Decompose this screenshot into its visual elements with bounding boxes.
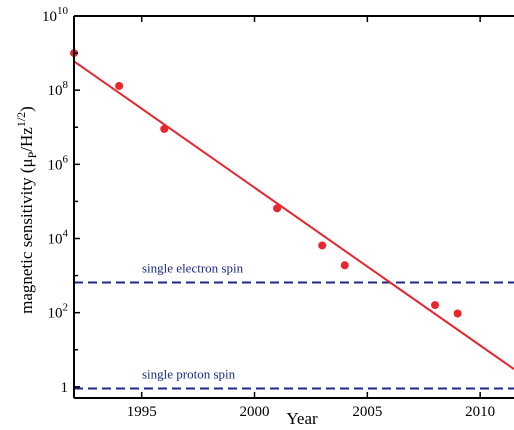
y-tick-label-base: 10 <box>48 157 63 173</box>
y-tick-label-0: 1 <box>61 380 69 396</box>
axes <box>73 15 514 399</box>
trend-line-group <box>73 60 514 370</box>
y-tick-label-base: 1 <box>61 380 69 396</box>
data-point-3 <box>273 204 282 213</box>
y-tick-label-exponent: 2 <box>63 302 69 314</box>
reference-label-1: single proton spin <box>142 367 236 382</box>
y-axis-title-sup: 1/2 <box>14 112 28 127</box>
y-tick-label-base: 10 <box>42 9 57 25</box>
data-point-6 <box>431 301 440 310</box>
y-tick-label-4: 108 <box>48 79 69 99</box>
y-axis-title-main: magnetic sensitivity (μ <box>17 158 36 313</box>
y-tick-label-3: 106 <box>48 153 69 173</box>
data-point-7 <box>453 309 462 318</box>
reference-label-0: single electron spin <box>142 261 244 276</box>
y-tick-label-2: 104 <box>48 228 69 248</box>
trend-line <box>73 60 514 370</box>
x-axis-title: Year <box>286 409 318 428</box>
y-axis-title-mid: /Hz <box>17 127 36 152</box>
y-tick-label-base: 10 <box>48 232 63 248</box>
y-tick-label-exponent: 10 <box>57 5 69 17</box>
y-tick-label-exponent: 4 <box>63 228 69 240</box>
y-tick-label-base: 10 <box>48 83 63 99</box>
data-point-1 <box>115 81 124 90</box>
y-axis-title-end: ) <box>17 106 36 112</box>
data-point-2 <box>160 124 169 133</box>
x-tick-label-2: 2005 <box>352 404 382 420</box>
y-tick-label-1: 102 <box>48 302 69 322</box>
data-points <box>70 49 462 318</box>
y-tick-label-exponent: 8 <box>63 79 69 91</box>
data-point-4 <box>318 241 327 250</box>
x-tick-label-0: 1995 <box>127 404 157 420</box>
y-tick-label-5: 1010 <box>42 5 69 25</box>
y-tick-label-exponent: 6 <box>63 153 69 165</box>
data-point-5 <box>340 261 349 270</box>
y-tick-label-base: 10 <box>48 306 63 322</box>
x-tick-label-3: 2010 <box>465 404 495 420</box>
reference-lines: single electron spin single proton spin <box>74 261 514 390</box>
y-axis-title: magnetic sensitivity (μP/Hz1/2) <box>14 106 39 314</box>
x-tick-label-1: 2000 <box>240 404 270 420</box>
ticks <box>74 15 481 398</box>
y-axis-title-sub: P <box>25 151 39 158</box>
